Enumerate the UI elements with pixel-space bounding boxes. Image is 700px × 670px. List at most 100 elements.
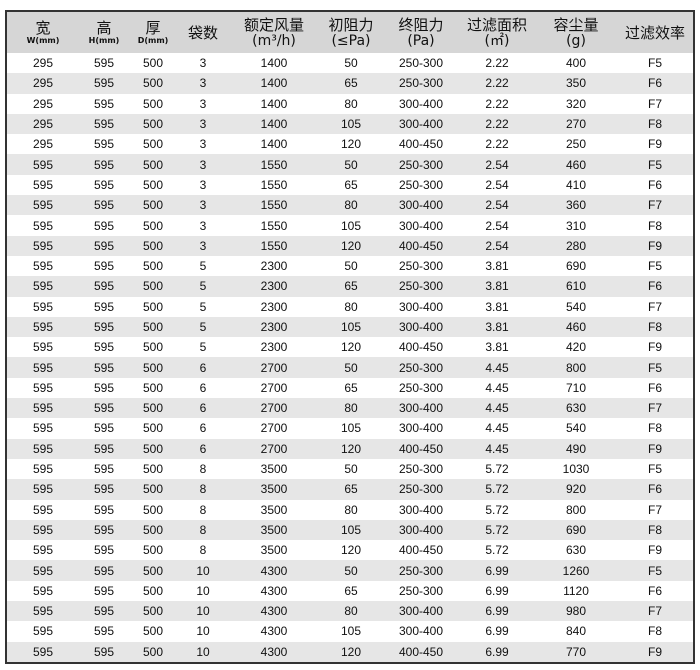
table-cell: 2.54 [459,154,535,175]
table-cell: 300-400 [398,624,444,639]
table-cell: 400 [565,56,587,71]
table-cell: 3500 [260,462,288,477]
table-cell: 595 [32,421,54,436]
table-cell: 295 [32,96,54,111]
table-cell: 5 [199,340,207,355]
table-cell: 595 [79,519,129,541]
table-cell: 4300 [229,641,319,662]
table-cell: 595 [79,195,129,216]
table-cell: 500 [129,357,177,378]
table-cell: 280 [535,235,617,256]
table-cell: 50 [319,357,383,378]
table-cell: 10 [177,560,229,581]
table-cell: 120 [319,641,383,662]
table-cell: 920 [535,479,617,500]
table-cell: 595 [32,624,54,639]
table-cell: 630 [565,543,587,558]
table-row: 595 595 500 10 4300 65 250-300 6.99 1120 F6 [7,581,693,601]
table-cell: 800 [565,502,587,517]
table-cell: 10 [177,641,229,662]
table-cell: 595 [93,137,115,152]
table-cell: 295 [7,113,79,135]
table-cell: 400-450 [398,137,444,152]
table-cell: F9 [617,641,693,662]
table-cell: 3 [199,56,207,71]
table-cell: 105 [319,519,383,541]
table-cell: 80 [344,299,358,314]
table-cell: 3 [177,113,229,135]
table-cell: F7 [617,398,693,419]
header-label: 初阻力 [328,15,374,34]
table-cell: 500 [142,259,164,274]
table-row: 595 595 500 10 4300 50 250-300 6.99 1260 F5 [7,560,693,581]
table-cell: 80 [319,601,383,622]
table-cell: 595 [32,380,54,395]
table-row: 595 595 500 3 1550 80 300-400 2.54 360 F7 [7,195,693,216]
table-cell: 595 [79,601,129,622]
table-cell: 595 [93,624,115,639]
table-row: 595 595 500 8 3500 80 300-400 5.72 800 F7 [7,500,693,520]
table-cell: 1550 [229,235,319,256]
table-cell: F5 [647,259,662,274]
table-cell: 710 [565,380,587,395]
table-cell: 105 [340,421,362,436]
table-cell: 120 [319,235,383,256]
header-sub-label: D(mm) [137,35,169,45]
table-cell: 6.99 [459,560,535,581]
table-row: 595 595 500 6 2700 105 300-400 4.45 540 F8 [7,418,693,438]
table-cell: 360 [535,195,617,216]
table-cell: 595 [7,235,79,256]
table-cell: 500 [129,519,177,541]
header-row: 宽 W(mm) 高 H(mm) 厚 D(mm) 袋数 额定风量 (m³/h) 初阻力 (≤Pa) 终阻… [7,12,693,53]
table-cell: 500 [129,195,177,216]
table-cell: 250 [565,137,587,152]
table-cell: 400-450 [383,235,459,256]
table-cell: 250-300 [398,380,444,395]
column-header: 袋数 [177,12,229,53]
table-cell: 500 [142,624,164,639]
table-cell: 120 [340,543,362,558]
table-cell: 3 [199,177,207,192]
table-row: 595 595 500 8 3500 120 400-450 5.72 630 F9 [7,540,693,560]
table-row: 595 595 500 10 4300 105 300-400 6.99 840 F8 [7,621,693,641]
header-label: 宽 [35,18,51,37]
table-cell: 595 [79,398,129,419]
table-cell: 2700 [229,357,319,378]
table-cell: 595 [32,259,54,274]
table-row: 595 595 500 10 4300 80 300-400 6.99 980 F7 [7,601,693,622]
header-unit: (≤Pa) [331,32,371,49]
table-cell: 120 [340,340,362,355]
table-cell: 595 [32,543,54,558]
table-cell: 5.72 [459,519,535,541]
table-cell: 500 [142,421,164,436]
table-cell: 500 [129,398,177,419]
table-cell: 500 [129,438,177,459]
table-row: 595 595 500 6 2700 80 300-400 4.45 630 F7 [7,398,693,419]
table-cell: F5 [647,462,662,477]
table-cell: F6 [617,479,693,500]
table-cell: 5 [177,316,229,338]
column-header: 容尘量 (g) [535,12,617,53]
table-row: 595 595 500 3 1550 65 250-300 2.54 410 F6 [7,175,693,195]
table-cell: 2.54 [459,235,535,256]
table-cell: 595 [93,421,115,436]
table-cell: 50 [344,462,358,477]
table-cell: 595 [32,583,54,598]
header-unit: (m³/h) [252,32,296,49]
table-cell: 595 [7,601,79,622]
table-cell: 6 [177,357,229,378]
table-cell: 8 [199,502,207,517]
table-cell: 595 [93,340,115,355]
table-cell: 595 [7,316,79,338]
table-cell: 250-300 [398,583,444,598]
table-cell: F6 [647,583,662,598]
table-cell: 595 [93,502,115,517]
table-cell: 1260 [535,560,617,581]
table-cell: 50 [319,154,383,175]
table-cell: 500 [142,462,164,477]
table-row: 295 595 500 3 1400 120 400-450 2.22 250 F9 [7,134,693,154]
table-cell: 980 [535,601,617,622]
table-cell: 500 [129,601,177,622]
table-cell: F8 [647,421,662,436]
table-cell: 595 [93,299,115,314]
